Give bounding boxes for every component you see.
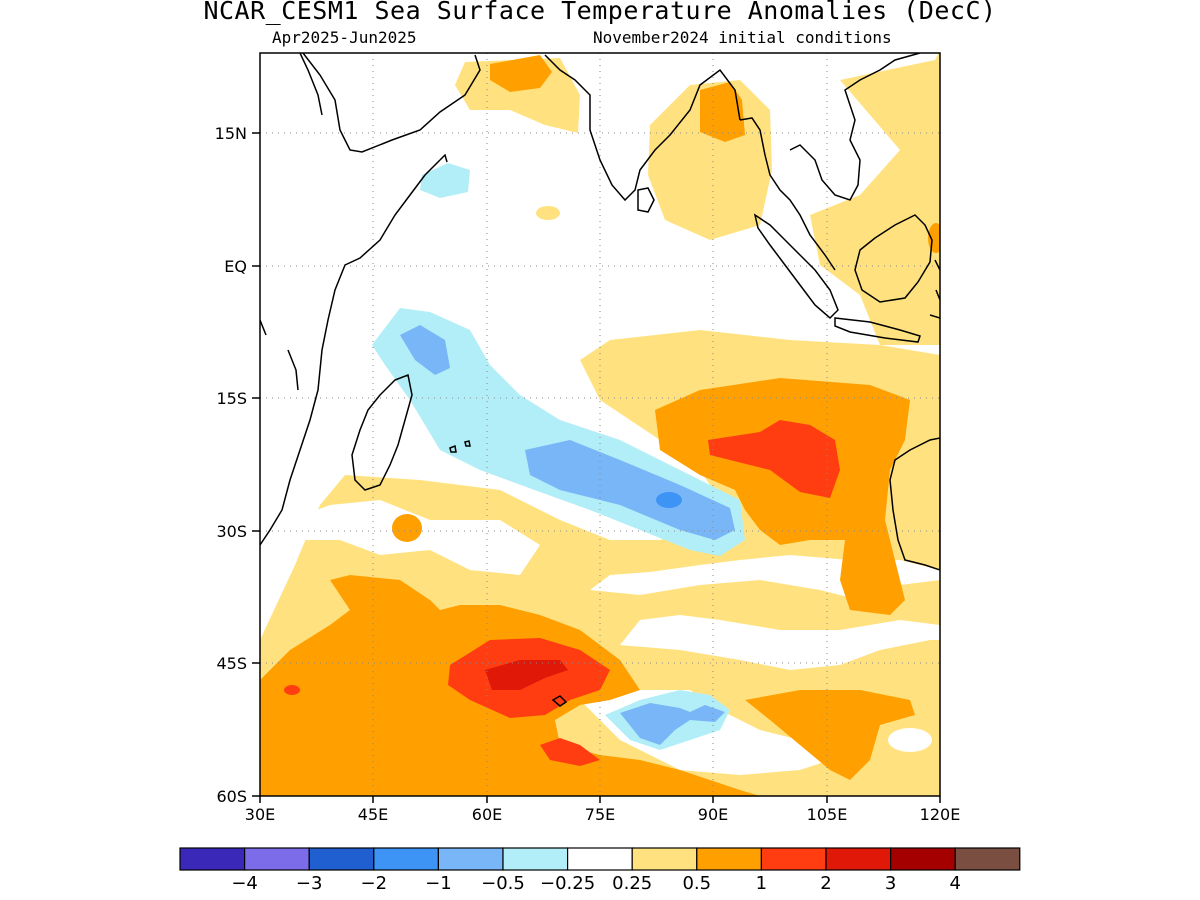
shading-negative-1 [656,492,682,508]
colorbar-swatch [889,847,956,871]
colorbar-label: 0.25 [612,873,652,894]
coastline-africa-arabia [302,53,481,153]
initial-conditions: November2024 initial conditions [593,28,892,47]
colorbar-swatch [631,847,698,871]
colorbar-swatch [954,847,1021,871]
lat-label: 15N [215,124,247,143]
coastline-borneo [854,214,933,303]
lat-label: 60S [216,787,247,806]
colorbar-swatch [696,847,762,871]
colorbar-swatch [179,847,246,871]
coastline-india [544,54,741,202]
coastline-australia [889,437,940,571]
colorbar-label: 1 [756,873,767,894]
coastline-madagascar [351,373,413,491]
lon-label: 45E [358,805,388,824]
lat-labels: 15N EQ 15S 30S 45S 60S [215,124,247,806]
lat-label: 45S [216,654,247,673]
lon-label: 120E [920,805,961,824]
shading-negative-0.5 [400,325,735,745]
plot-area [260,53,940,796]
lat-label: 30S [216,522,247,541]
colorbar-label: 0.5 [682,873,711,894]
coastline-java [834,317,921,343]
shading-positive-2 [485,660,568,690]
coastlines [260,53,940,707]
lon-label: 60E [472,805,502,824]
colorbar-swatch [437,847,504,871]
colorbar-swatch [308,847,375,871]
lon-label: 90E [698,805,728,824]
lat-label: EQ [224,257,247,276]
colorbar-label: −3 [296,873,323,894]
lon-label: 75E [585,805,615,824]
colorbar-swatch [244,847,310,871]
map-title: NCAR_CESM1 Sea Surface Temperature Anoma… [203,0,997,25]
colorbar-swatch [825,847,892,871]
colorbar: −4 −3 −2 −1 −0.5 −0.25 0.25 0.5 1 2 3 4 [179,847,1021,894]
lon-label: 105E [807,805,848,824]
colorbar-label: 2 [820,873,831,894]
coastline-sumatra [753,213,839,320]
lon-label: 30E [245,805,275,824]
tick-marks [252,132,941,803]
colorbar-label: 4 [949,873,960,894]
lon-labels: 30E 45E 60E 75E 90E 105E 120E [245,805,961,824]
colorbar-swatch [373,847,439,871]
colorbar-swatch [760,847,827,871]
colorbar-label: −0.25 [540,873,595,894]
colorbar-swatch [502,847,569,871]
colorbar-label: −4 [231,873,258,894]
lat-label: 15S [216,389,247,408]
coastline-se-asia [739,117,836,271]
colorbar-label: −2 [361,873,388,894]
colorbar-swatch [566,847,633,871]
coastline-east-africa [260,159,441,546]
colorbar-label: −0.5 [481,873,525,894]
colorbar-label: −1 [425,873,452,894]
forecast-period: Apr2025-Jun2025 [272,28,417,47]
colorbar-label: 3 [885,873,896,894]
